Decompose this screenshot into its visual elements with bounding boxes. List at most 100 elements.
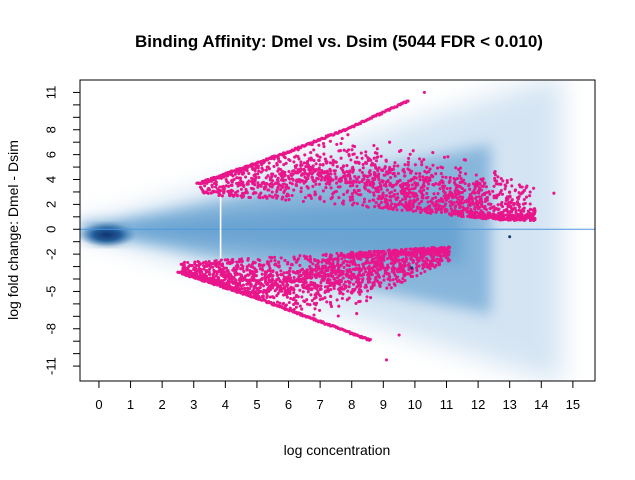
significant-point: [233, 191, 238, 195]
significant-point: [478, 205, 482, 209]
significant-point: [205, 264, 209, 268]
significant-point: [271, 270, 275, 274]
significant-point: [362, 174, 366, 178]
significant-point: [279, 168, 283, 172]
significant-point: [308, 303, 312, 307]
significant-point: [397, 333, 401, 337]
significant-point: [406, 163, 410, 167]
significant-point: [404, 253, 408, 257]
significant-point: [364, 161, 369, 165]
significant-point: [474, 183, 478, 187]
significant-point: [284, 161, 288, 165]
significant-point: [317, 171, 321, 175]
significant-point: [471, 182, 475, 186]
significant-point: [244, 278, 248, 282]
significant-point: [459, 176, 463, 180]
significant-point: [292, 307, 296, 312]
significant-point: [410, 270, 414, 274]
significant-point: [242, 184, 246, 188]
significant-point: [428, 266, 432, 270]
significant-point: [454, 186, 458, 190]
significant-point: [277, 260, 281, 264]
significant-point: [260, 272, 264, 276]
x-tick-label: 15: [566, 397, 580, 412]
significant-point: [270, 256, 274, 260]
significant-point: [473, 207, 477, 211]
significant-point: [415, 265, 419, 269]
significant-point: [292, 291, 296, 295]
significant-point: [477, 188, 481, 192]
significant-point: [453, 205, 457, 209]
significant-point: [338, 185, 342, 189]
significant-point: [308, 254, 312, 259]
y-tick-label: 8: [43, 126, 58, 133]
significant-point: [392, 258, 397, 262]
significant-point: [345, 269, 349, 273]
significant-point: [504, 184, 508, 188]
significant-point: [333, 172, 337, 176]
significant-point: [319, 280, 323, 285]
significant-point: [434, 200, 438, 204]
significant-point: [267, 167, 271, 171]
significant-point: [364, 153, 368, 158]
significant-point: [391, 264, 395, 269]
significant-point: [287, 169, 291, 174]
x-tick-label: 3: [190, 397, 197, 412]
significant-point: [432, 246, 436, 250]
significant-point: [318, 294, 322, 298]
significant-point: [263, 280, 268, 284]
significant-point: [218, 189, 223, 193]
significant-point: [458, 174, 462, 178]
significant-point: [335, 263, 339, 267]
significant-point: [394, 248, 398, 252]
significant-point: [282, 155, 286, 159]
significant-point: [329, 155, 333, 159]
significant-point: [368, 252, 372, 256]
significant-point: [305, 284, 309, 288]
significant-point: [317, 182, 322, 186]
significant-point: [321, 163, 325, 167]
significant-point: [473, 210, 477, 215]
significant-point: [374, 256, 378, 260]
significant-point: [261, 295, 265, 299]
significant-point: [425, 265, 429, 269]
significant-point: [214, 270, 218, 274]
significant-point: [389, 286, 393, 290]
significant-point: [253, 285, 257, 289]
significant-point: [474, 195, 479, 199]
significant-point: [315, 176, 319, 180]
significant-point: [396, 192, 400, 196]
significant-point: [393, 202, 397, 206]
significant-point: [379, 197, 383, 201]
significant-point: [232, 286, 236, 290]
significant-point: [434, 207, 438, 211]
significant-point: [383, 271, 387, 275]
significant-point: [282, 163, 286, 167]
significant-point: [350, 192, 354, 196]
significant-point: [275, 188, 279, 192]
significant-point: [314, 192, 318, 196]
significant-point: [407, 188, 411, 192]
significant-point: [443, 251, 447, 255]
significant-point: [496, 175, 500, 179]
significant-point: [228, 284, 232, 289]
significant-point: [411, 149, 415, 153]
significant-point: [265, 295, 269, 299]
significant-point: [196, 260, 200, 264]
significant-point: [421, 193, 425, 197]
significant-point: [326, 266, 330, 270]
significant-point: [211, 262, 215, 266]
significant-point: [459, 191, 464, 195]
significant-point: [407, 156, 411, 160]
significant-point: [438, 247, 442, 251]
significant-point: [374, 189, 378, 193]
significant-point: [339, 279, 343, 283]
significant-point: [384, 159, 388, 163]
significant-point: [430, 173, 434, 177]
significant-point: [268, 295, 272, 299]
significant-point: [298, 263, 302, 267]
significant-point: [324, 265, 328, 269]
significant-point: [439, 210, 444, 214]
significant-point: [428, 206, 432, 210]
